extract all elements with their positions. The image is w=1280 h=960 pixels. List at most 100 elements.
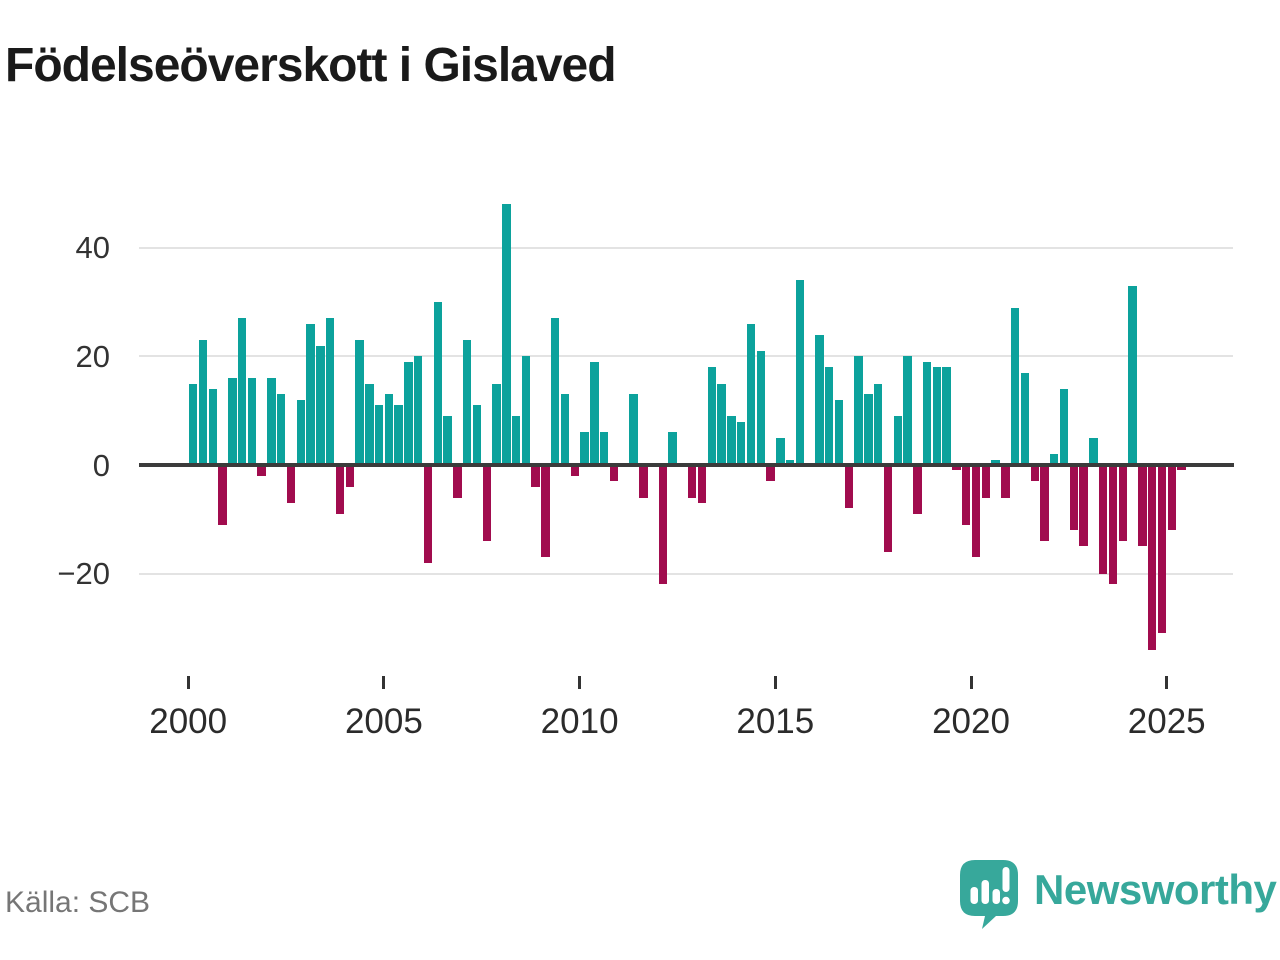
bar-2010-q2 xyxy=(590,361,599,465)
bar-2004-q3 xyxy=(365,383,374,465)
x-tick-2005 xyxy=(382,676,386,689)
bar-2025-q2 xyxy=(1177,465,1186,471)
bar-2015-q1 xyxy=(776,437,785,465)
bar-2004-q4 xyxy=(374,405,384,465)
bar-2007-q4 xyxy=(492,383,501,465)
bar-2001-q3 xyxy=(247,378,257,465)
bar-2014-q4 xyxy=(766,465,775,482)
bar-2024-q1 xyxy=(1128,285,1137,465)
newsworthy-logo: Newsworthy xyxy=(960,860,1277,930)
x-tick-2015 xyxy=(773,676,777,689)
logo-bar-1 xyxy=(970,887,978,904)
bar-2021-q2 xyxy=(1020,372,1030,465)
bar-2016-q3 xyxy=(834,399,844,465)
x-tick-2000 xyxy=(186,676,190,689)
bar-2003-q2 xyxy=(316,345,325,465)
logo-exclamation-dot xyxy=(1002,896,1010,905)
bar-2015-q3 xyxy=(795,280,805,465)
bar-2006-q1 xyxy=(423,465,433,563)
bar-2017-q1 xyxy=(854,356,863,465)
bar-2000-q2 xyxy=(198,340,208,465)
x-axis-label-2015: 2015 xyxy=(736,702,815,741)
bar-2004-q1 xyxy=(345,465,354,487)
logo-exclamation-stem xyxy=(1002,867,1010,892)
bar-2014-q1 xyxy=(736,421,746,465)
newsworthy-logo-icon xyxy=(960,860,1018,929)
bar-2020-q2 xyxy=(981,465,990,498)
bar-2014-q3 xyxy=(756,350,765,465)
bar-2007-q1 xyxy=(462,340,472,465)
bar-2005-q1 xyxy=(384,394,394,465)
bar-2014-q2 xyxy=(746,323,756,465)
bar-2018-q1 xyxy=(893,416,902,465)
newsworthy-logo-text: Newsworthy xyxy=(1034,866,1277,913)
bar-2019-q4 xyxy=(962,465,971,525)
x-axis-label-2010: 2010 xyxy=(540,702,619,741)
y-axis-label-20: 20 xyxy=(75,338,110,374)
bar-2006-q4 xyxy=(453,465,462,498)
x-axis-label-2005: 2005 xyxy=(344,702,423,741)
bar-2005-q4 xyxy=(414,356,423,465)
bar-2011-q3 xyxy=(639,465,648,498)
bar-2022-q4 xyxy=(1079,465,1088,547)
bar-2022-q3 xyxy=(1069,465,1079,531)
bar-2016-q2 xyxy=(825,367,834,465)
bar-2021-q4 xyxy=(1040,465,1049,542)
bar-2009-q3 xyxy=(560,394,570,465)
bar-2011-q2 xyxy=(629,394,638,465)
bar-2006-q2 xyxy=(433,302,443,465)
y-axis-label-0: 0 xyxy=(92,447,110,483)
gridline-40 xyxy=(139,246,1233,249)
bar-2002-q3 xyxy=(286,465,296,503)
bar-2018-q3 xyxy=(913,465,922,514)
bar-2012-q2 xyxy=(668,432,677,465)
bar-2008-q4 xyxy=(531,465,540,487)
zero-axis-line xyxy=(139,463,1234,467)
bar-2019-q2 xyxy=(942,367,951,465)
bar-2000-q3 xyxy=(208,388,217,465)
x-tick-2010 xyxy=(578,676,582,689)
x-axis-label-2025: 2025 xyxy=(1127,702,1206,741)
bar-2013-q1 xyxy=(697,465,707,503)
bar-2018-q2 xyxy=(903,356,912,465)
bar-2020-q4 xyxy=(1001,465,1010,498)
bar-2012-q4 xyxy=(688,465,697,498)
bar-2006-q3 xyxy=(443,416,452,465)
bar-2021-q3 xyxy=(1030,465,1039,482)
bar-2001-q2 xyxy=(237,318,247,465)
bar-2013-q3 xyxy=(717,383,726,465)
bar-2007-q3 xyxy=(482,465,491,542)
bar-2018-q4 xyxy=(922,361,932,465)
bar-2020-q3 xyxy=(991,459,1000,465)
bar-2009-q2 xyxy=(551,318,560,465)
bar-2001-q1 xyxy=(228,378,237,465)
bar-2002-q2 xyxy=(277,394,286,465)
gridline--20 xyxy=(139,572,1233,575)
bar-2013-q2 xyxy=(707,367,716,465)
bar-2004-q2 xyxy=(355,340,364,465)
bar-2015-q2 xyxy=(785,459,795,465)
bar-2023-q4 xyxy=(1118,465,1127,542)
bar-2010-q3 xyxy=(599,432,609,465)
bar-2024-q2 xyxy=(1138,465,1147,547)
logo-bar-3 xyxy=(992,889,1000,904)
bar-2008-q2 xyxy=(511,416,521,465)
bar-2019-q1 xyxy=(932,367,942,465)
x-axis-label-2020: 2020 xyxy=(932,702,1010,741)
bar-2023-q2 xyxy=(1099,465,1108,574)
bar-2022-q2 xyxy=(1059,388,1069,465)
gridline-20 xyxy=(139,355,1233,358)
bar-2017-q4 xyxy=(883,465,893,552)
bar-2002-q1 xyxy=(267,378,276,465)
bar-2019-q3 xyxy=(952,465,961,471)
bar-2025-q1 xyxy=(1167,465,1176,531)
bar-2001-q4 xyxy=(257,465,266,476)
bar-2023-q3 xyxy=(1108,465,1118,585)
bar-2009-q4 xyxy=(570,465,580,476)
x-axis-label-2000: 2000 xyxy=(149,702,228,741)
bar-2017-q2 xyxy=(864,394,873,465)
bar-2008-q3 xyxy=(521,356,531,465)
y-axis-label-40: 40 xyxy=(75,230,110,266)
bar-2003-q3 xyxy=(325,318,335,465)
